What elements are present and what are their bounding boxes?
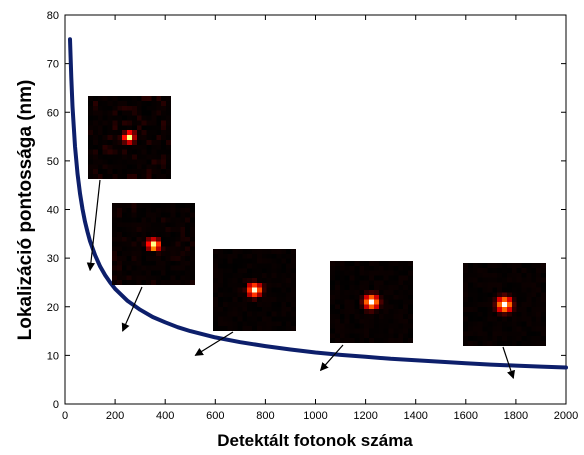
data-line bbox=[68, 37, 568, 370]
inset-arrow bbox=[502, 346, 515, 380]
x-tick-label: 0 bbox=[62, 410, 68, 422]
y-tick-label: 0 bbox=[53, 399, 59, 411]
y-tick-label: 10 bbox=[47, 350, 59, 362]
x-tick-label: 600 bbox=[206, 410, 224, 422]
psf-image bbox=[330, 261, 413, 343]
x-tick-label: 1400 bbox=[403, 410, 427, 422]
x-tick-label: 1600 bbox=[454, 410, 478, 422]
x-axis-title: Detektált fotonok száma bbox=[217, 431, 413, 450]
inset-arrow bbox=[86, 179, 101, 272]
inset-arrows bbox=[86, 179, 515, 380]
x-tick-label: 1200 bbox=[353, 410, 377, 422]
psf-image bbox=[213, 249, 296, 331]
x-tick-label: 200 bbox=[106, 410, 124, 422]
psf-inset-2 bbox=[112, 203, 195, 285]
y-tick-label: 60 bbox=[47, 107, 59, 119]
x-tick-label: 1800 bbox=[504, 410, 528, 422]
inset-arrow bbox=[121, 286, 143, 332]
y-axis-title: Lokalizáció pontossága (nm) bbox=[15, 80, 36, 341]
y-tick-label: 20 bbox=[47, 302, 59, 314]
y-tick-label: 70 bbox=[47, 59, 59, 71]
psf-inset-1 bbox=[88, 96, 171, 179]
psf-image bbox=[463, 263, 546, 346]
psf-inset-3 bbox=[213, 249, 296, 331]
x-tick-label: 1000 bbox=[303, 410, 327, 422]
y-tick-label: 80 bbox=[47, 10, 59, 22]
inset-arrow bbox=[319, 344, 344, 372]
psf-inset-5 bbox=[463, 263, 546, 346]
y-tick-label: 30 bbox=[47, 253, 59, 265]
y-tick-label: 50 bbox=[47, 156, 59, 168]
psf-image bbox=[112, 203, 195, 285]
inset-arrow bbox=[194, 331, 234, 356]
axis-ticks: 0 200 400 600 800 1000 1200 1400 1600 1800 2000 0 10… bbox=[47, 10, 578, 422]
psf-image bbox=[88, 96, 171, 179]
psf-inset-4 bbox=[330, 261, 413, 343]
y-tick-label: 40 bbox=[47, 205, 59, 217]
x-tick-label: 2000 bbox=[554, 410, 578, 422]
x-tick-label: 400 bbox=[156, 410, 174, 422]
x-tick-label: 800 bbox=[256, 410, 274, 422]
